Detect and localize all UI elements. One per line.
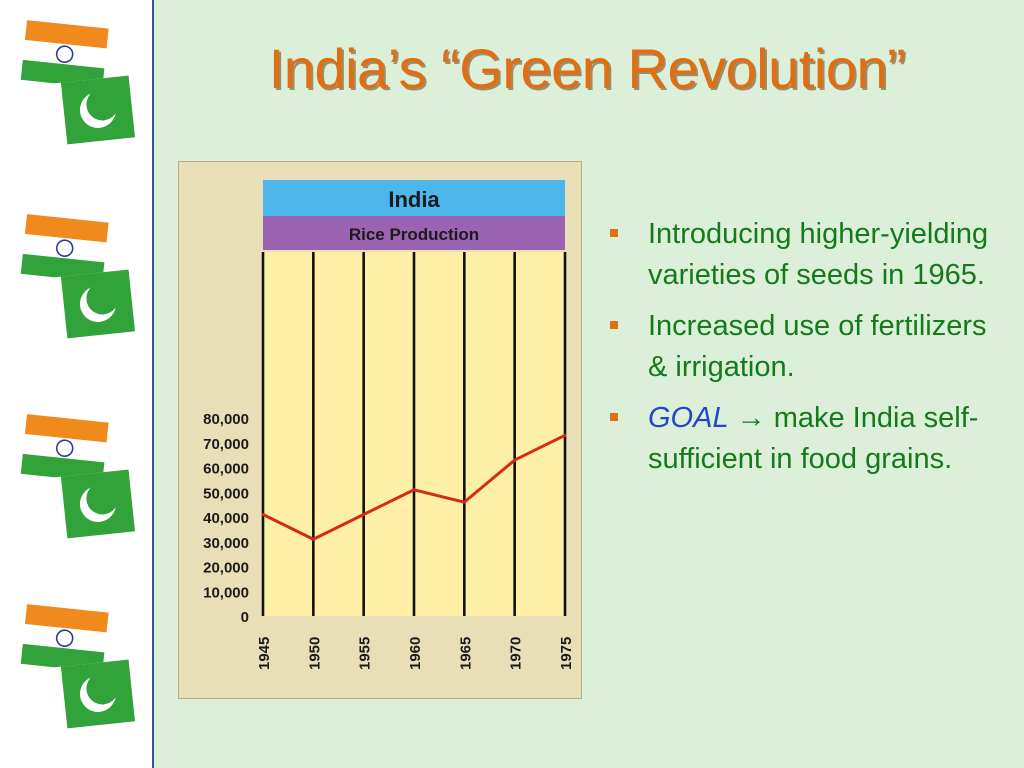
y-tick-0: 0 [241, 609, 249, 626]
data-point-1965 [462, 500, 466, 504]
bullet-text: Introducing higher-yielding varieties of… [648, 218, 989, 291]
bullet-square-icon [610, 321, 618, 329]
slide-title: India’s “Green Revolution” [268, 37, 906, 100]
bullet-item-goal: GOAL → make India self-sufficient in foo… [604, 398, 1004, 480]
bullet-square-icon [610, 229, 618, 237]
flag-pair-decoration [18, 16, 138, 146]
chart-subtitle-band [263, 216, 565, 250]
data-point-1950 [311, 537, 315, 541]
india-flag-icon [20, 604, 109, 673]
goal-label: GOAL [648, 402, 729, 434]
flags-svg [20, 604, 135, 730]
x-tick-1955: 1955 [357, 637, 374, 670]
y-tick-40,000: 40,000 [203, 510, 249, 527]
y-tick-70,000: 70,000 [203, 436, 249, 453]
bullet-list: Introducing higher-yielding varieties of… [604, 214, 1004, 490]
flags-svg [20, 214, 135, 340]
x-tick-1975: 1975 [558, 637, 575, 670]
flag-pair-decoration [18, 600, 138, 730]
y-tick-80,000: 80,000 [203, 411, 249, 428]
x-tick-1945: 1945 [256, 637, 273, 670]
y-tick-50,000: 50,000 [203, 485, 249, 502]
india-flag-icon [20, 414, 109, 483]
x-tick-1965: 1965 [457, 637, 474, 670]
y-tick-20,000: 20,000 [203, 560, 249, 577]
pakistan-flag-icon [37, 659, 135, 730]
pakistan-flag-icon [37, 469, 135, 540]
data-point-1975 [563, 433, 567, 437]
chart-title: India [388, 187, 440, 212]
pakistan-flag-icon [37, 269, 135, 340]
x-tick-1950: 1950 [306, 637, 323, 670]
india-flag-icon [20, 214, 109, 283]
flags-svg [20, 414, 135, 540]
y-tick-10,000: 10,000 [203, 584, 249, 601]
flag-pair-decoration [18, 410, 138, 540]
pakistan-flag-icon [37, 75, 135, 146]
india-flag-icon [20, 20, 109, 89]
data-point-1960 [412, 488, 416, 492]
x-tick-1970: 1970 [508, 637, 525, 670]
bullet-text: make India self-sufficient in food grain… [648, 402, 979, 475]
chart-title-band [263, 180, 565, 216]
chart-svg: India Rice Production 1945 1950 1955 1960 1965… [203, 180, 575, 670]
y-tick-60,000: 60,000 [203, 461, 249, 478]
data-point-1955 [362, 513, 366, 517]
bullet-text: Increased use of fertilizers & irrigatio… [648, 310, 987, 383]
x-tick-1960: 1960 [407, 637, 424, 670]
data-point-1970 [513, 458, 517, 462]
bullet-item-fertilizers: Increased use of fertilizers & irrigatio… [604, 306, 1004, 388]
bullet-item-seeds: Introducing higher-yielding varieties of… [604, 214, 1004, 296]
chart-subtitle: Rice Production [349, 225, 479, 244]
bullet-square-icon [610, 413, 618, 421]
sidebar-decoration [0, 0, 154, 768]
y-tick-30,000: 30,000 [203, 535, 249, 552]
flag-pair-decoration [18, 210, 138, 340]
rice-production-chart: India Rice Production 1945 1950 1955 1960 1965… [178, 161, 582, 699]
flags-svg [20, 20, 135, 146]
right-arrow-icon: → [736, 402, 766, 434]
data-point-1945 [261, 513, 265, 517]
